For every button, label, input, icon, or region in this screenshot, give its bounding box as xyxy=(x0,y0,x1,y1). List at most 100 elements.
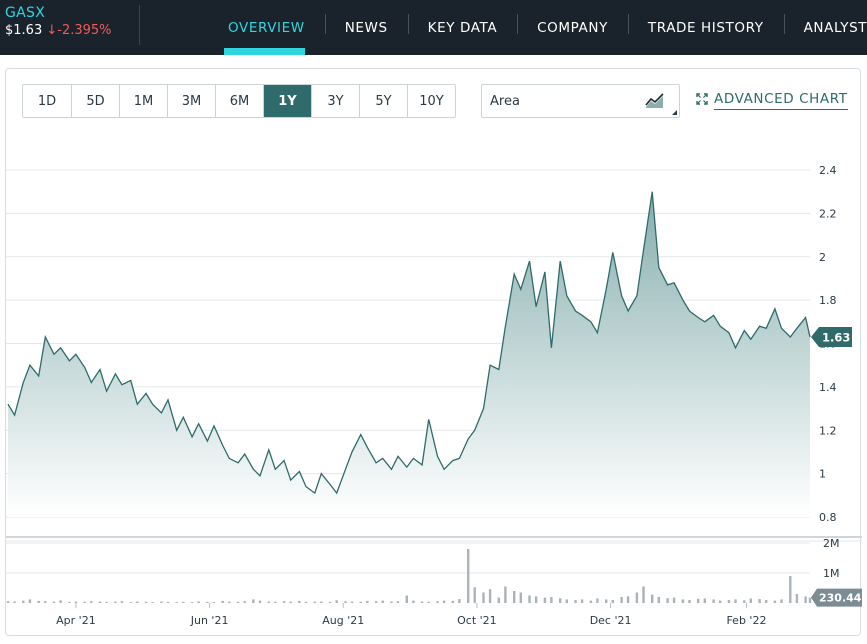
y-tick-label: 2.4 xyxy=(819,164,837,177)
volume-bar xyxy=(405,595,408,603)
last-price-badge xyxy=(811,326,852,347)
volume-bar xyxy=(136,601,139,603)
x-tick-label: Oct '21 xyxy=(457,614,497,627)
volume-bar xyxy=(396,601,400,603)
volume-bar xyxy=(765,600,768,603)
range-3m-button[interactable]: 3M xyxy=(167,85,215,117)
volume-bar xyxy=(808,597,812,603)
tab-trade-history[interactable]: TRADE HISTORY xyxy=(627,0,784,55)
ticker-symbol: GASX xyxy=(5,5,46,21)
chart-type-select[interactable]: Area xyxy=(481,84,680,118)
volume-bar xyxy=(550,597,553,603)
top-bar: GASX $1.63 ↓-2.395% OVERVIEW NEWS KEY DA… xyxy=(0,0,867,55)
volume-bar xyxy=(236,601,240,603)
volume-bar xyxy=(114,601,117,603)
advanced-chart-label: ADVANCED CHART xyxy=(714,91,848,110)
price-line xyxy=(7,191,811,495)
volume-bar xyxy=(528,595,531,603)
volume-bar xyxy=(212,602,216,603)
volume-bar xyxy=(182,601,185,603)
tab-analysts[interactable]: ANALYSTS xyxy=(783,0,867,55)
volume-bar xyxy=(120,601,124,603)
y-tick-label: 1 xyxy=(819,468,826,481)
tab-news[interactable]: NEWS xyxy=(324,0,408,55)
y-tick-label: 1.2 xyxy=(819,424,837,437)
volume-bar xyxy=(703,598,706,603)
range-1d-button[interactable]: 1D xyxy=(37,93,57,109)
down-arrow-icon: ↓ xyxy=(46,23,58,38)
volume-bar xyxy=(758,599,761,603)
volume-bar xyxy=(6,601,10,603)
volume-bar xyxy=(221,600,224,603)
range-6m-button[interactable]: 6M xyxy=(215,85,263,117)
y-tick-label: 1.4 xyxy=(819,381,837,394)
last-volume-badge xyxy=(811,588,862,607)
volume-bar xyxy=(160,601,163,603)
ticker-price: $1.63 xyxy=(5,23,43,38)
volume-bar xyxy=(482,592,485,603)
volume-bar xyxy=(28,599,32,603)
x-tick-label: Feb '22 xyxy=(726,614,766,627)
range-1m-button[interactable]: 1M xyxy=(119,85,167,117)
volume-bar xyxy=(22,600,25,603)
volume-bar xyxy=(206,601,209,603)
volume-bar xyxy=(534,596,538,603)
price-area xyxy=(8,191,810,517)
volume-bar xyxy=(52,601,56,603)
volume-bar xyxy=(197,601,200,603)
tab-key-data[interactable]: KEY DATA xyxy=(407,0,518,55)
divider xyxy=(139,5,140,45)
volume-bar xyxy=(350,601,354,603)
volume-bar xyxy=(252,599,255,603)
volume-bar xyxy=(289,601,292,603)
volume-bar xyxy=(83,601,86,603)
range-5d-button[interactable]: 5D xyxy=(71,85,119,117)
volume-bar xyxy=(712,599,715,603)
volume-bar xyxy=(13,601,16,603)
volume-bar xyxy=(144,601,148,603)
advanced-chart-link[interactable]: ADVANCED CHART xyxy=(696,91,848,110)
x-tick-label: Apr '21 xyxy=(56,614,96,627)
volume-bar xyxy=(436,601,439,603)
volume-bar xyxy=(672,597,676,603)
last-price-label: 1.63 xyxy=(822,330,850,344)
volume-bar xyxy=(68,601,71,603)
volume-bar xyxy=(374,601,378,603)
volume-bar xyxy=(458,599,461,603)
volume-bar xyxy=(596,598,599,603)
volume-bar xyxy=(666,598,669,603)
range-10y-button[interactable]: 10Y xyxy=(407,85,455,117)
volume-bar xyxy=(743,600,746,603)
volume-bar xyxy=(381,600,384,603)
x-tick-label: Jun '21 xyxy=(190,614,229,627)
range-3y-button[interactable]: 3Y xyxy=(311,85,359,117)
volume-bar xyxy=(74,601,78,603)
volume-bar xyxy=(228,601,231,603)
volume-bar xyxy=(565,599,568,603)
volume-bar xyxy=(344,601,347,603)
tab-overview[interactable]: OVERVIEW xyxy=(208,0,325,55)
volume-bar xyxy=(44,601,47,603)
tab-company[interactable]: COMPANY xyxy=(517,0,628,55)
y-tick-label: 1.8 xyxy=(819,294,837,307)
volume-bar xyxy=(298,600,301,603)
volume-bar xyxy=(442,600,446,603)
area-chart-icon xyxy=(645,93,665,113)
volume-bar xyxy=(719,600,722,603)
volume-bar xyxy=(98,601,102,603)
volume-bar xyxy=(390,601,393,603)
volume-bar xyxy=(611,600,614,603)
volume-bar xyxy=(90,601,93,603)
range-5y-button[interactable]: 5Y xyxy=(359,85,407,117)
volume-bar xyxy=(320,601,323,603)
volume-bar xyxy=(681,599,685,603)
volume-bar xyxy=(626,596,630,603)
ticker-summary: GASX $1.63 ↓-2.395% xyxy=(5,5,112,39)
range-1y-button[interactable]: 1Y xyxy=(263,85,311,117)
volume-bar xyxy=(274,601,277,603)
ticker-change: -2.395% xyxy=(57,23,112,38)
volume-bar xyxy=(304,601,308,603)
volume-bar xyxy=(749,598,752,603)
